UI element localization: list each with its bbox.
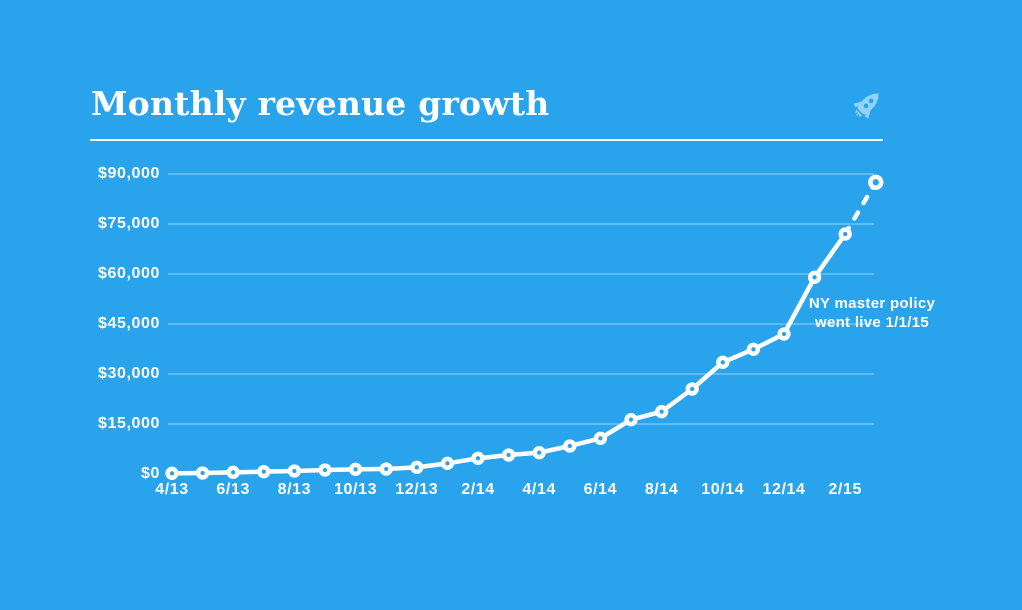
data-point xyxy=(257,465,271,479)
y-tick-label: $75,000 xyxy=(97,215,160,232)
x-tick-label: 6/13 xyxy=(216,481,250,498)
chart-title: Monthly revenue growth xyxy=(91,84,550,123)
y-tick-label: $60,000 xyxy=(97,265,160,282)
x-tick-label: 2/14 xyxy=(461,481,495,498)
projected-data-point xyxy=(868,174,884,190)
revenue-line xyxy=(169,231,848,476)
x-tick-label: 8/14 xyxy=(644,481,679,498)
data-point xyxy=(654,405,669,419)
y-tick-label: $45,000 xyxy=(97,315,160,332)
x-tick-label: 12/14 xyxy=(762,481,806,498)
data-point xyxy=(348,462,363,476)
data-point xyxy=(165,466,179,480)
data-point xyxy=(624,413,638,427)
projected-segment xyxy=(842,180,879,237)
data-point xyxy=(379,462,393,476)
y-tick-label: $15,000 xyxy=(97,415,160,432)
data-point xyxy=(471,451,485,465)
data-point xyxy=(685,382,699,396)
x-tick-label: 4/14 xyxy=(522,481,556,498)
x-tick-label: 8/13 xyxy=(277,481,312,498)
annotation-line-2: went live 1/1/15 xyxy=(814,314,930,331)
x-tick-label: 10/14 xyxy=(701,481,745,498)
data-point xyxy=(410,460,424,474)
data-point xyxy=(226,465,240,479)
x-tick-label: 12/13 xyxy=(395,481,439,498)
data-point xyxy=(440,456,455,470)
data-point xyxy=(716,355,730,369)
data-point xyxy=(777,327,791,341)
data-point xyxy=(501,448,516,462)
y-tick-label: $0 xyxy=(141,465,160,482)
title-divider xyxy=(90,139,883,141)
y-tick-label: $90,000 xyxy=(97,165,160,182)
data-point xyxy=(593,431,608,445)
x-tick-label: 2/15 xyxy=(828,481,862,498)
y-tick-label: $30,000 xyxy=(97,365,160,382)
data-point xyxy=(746,342,761,356)
data-point xyxy=(563,439,577,453)
data-point xyxy=(287,464,302,478)
data-point xyxy=(195,466,210,480)
chart-annotation: NY master policy went live 1/1/15 xyxy=(806,294,938,332)
data-point xyxy=(318,463,332,477)
x-tick-label: 4/13 xyxy=(155,481,189,498)
data-point xyxy=(838,227,852,241)
x-tick-label: 10/13 xyxy=(334,481,378,498)
annotation-line-1: NY master policy xyxy=(808,295,936,312)
data-point xyxy=(532,446,546,460)
rocket-icon xyxy=(853,93,879,119)
x-tick-label: 6/14 xyxy=(583,481,618,498)
data-point xyxy=(807,270,822,284)
